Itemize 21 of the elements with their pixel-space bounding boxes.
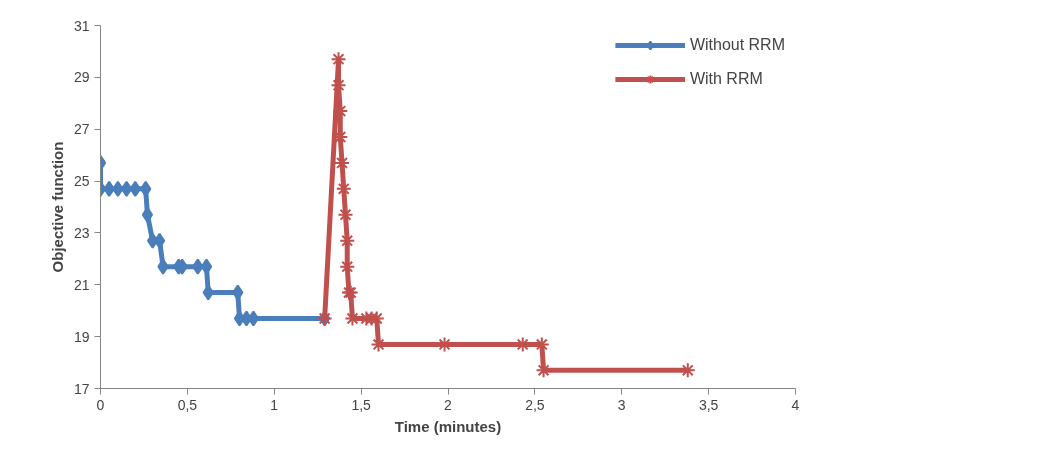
x-tick-label: 0 bbox=[96, 396, 105, 413]
y-tick-label: 19 bbox=[73, 328, 90, 345]
x-tick-label: 3 bbox=[617, 396, 626, 413]
y-axis-title: Objective function bbox=[48, 141, 66, 273]
x-tick-label: 2 bbox=[444, 396, 453, 413]
x-tick-label: 0,5 bbox=[177, 396, 198, 413]
x-tick-label: 1,5 bbox=[351, 396, 372, 413]
y-tick-label: 31 bbox=[73, 17, 90, 34]
legend-label: Without RRM bbox=[689, 36, 785, 54]
y-tick-label: 25 bbox=[73, 173, 90, 190]
y-tick-label: 29 bbox=[73, 69, 90, 86]
x-tick-label: 1 bbox=[270, 396, 279, 413]
x-axis-title: Time (minutes) bbox=[394, 417, 502, 435]
y-tick-label: 23 bbox=[73, 224, 90, 241]
x-tick-label: 4 bbox=[791, 396, 800, 413]
y-tick-label: 17 bbox=[73, 380, 90, 397]
legend-label: With RRM bbox=[689, 70, 763, 88]
y-tick-label: 27 bbox=[73, 121, 90, 138]
y-tick-label: 21 bbox=[73, 276, 90, 293]
x-tick-label: 3,5 bbox=[698, 396, 719, 413]
x-tick-label: 2,5 bbox=[525, 396, 545, 413]
